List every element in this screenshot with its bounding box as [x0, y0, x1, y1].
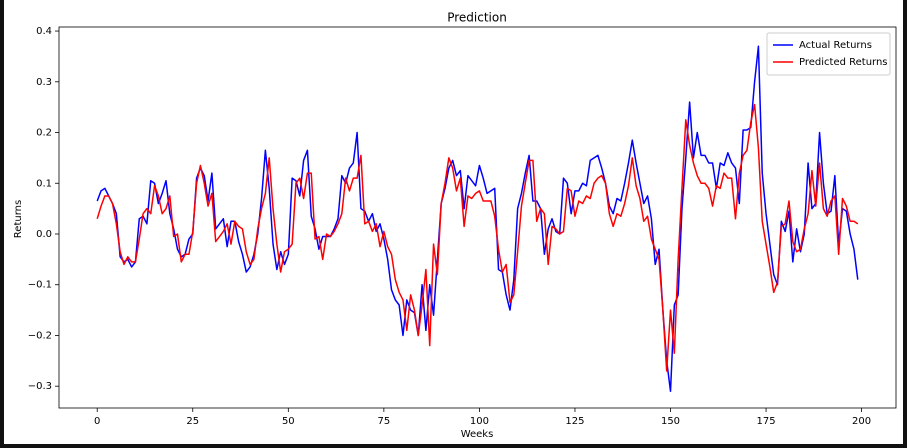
y-tick-label: 0.3: [36, 77, 52, 88]
x-tick-label: 200: [852, 416, 871, 427]
figure-background: [4, 0, 903, 444]
legend-label: Predicted Returns: [799, 57, 888, 68]
x-tick-label: 25: [186, 416, 199, 427]
x-axis-label: Weeks: [461, 429, 494, 440]
x-tick-label: 125: [565, 416, 584, 427]
legend-label: Actual Returns: [799, 40, 872, 51]
y-tick-label: 0.0: [36, 229, 52, 240]
y-tick-label: 0.4: [36, 26, 52, 37]
y-tick-label: 0.1: [36, 178, 52, 189]
x-tick-label: 175: [757, 416, 776, 427]
series-line: [96, 45, 859, 393]
y-axis-label: Returns: [13, 200, 24, 238]
y-tick-label: 0.2: [36, 128, 52, 139]
x-tick-label: 50: [282, 416, 295, 427]
y-tick-label: −0.3: [28, 381, 52, 392]
chart-title: Prediction: [447, 11, 507, 25]
plot-frame: [58, 26, 897, 409]
x-tick-label: 150: [661, 416, 680, 427]
series-line: [96, 103, 859, 372]
x-tick-label: 100: [470, 416, 489, 427]
legend-box: [766, 32, 891, 76]
legend: Actual Returns Predicted Returns: [766, 32, 891, 76]
x-tick-label: 0: [94, 416, 100, 427]
x-tick-label: 75: [377, 416, 390, 427]
y-tick-label: −0.1: [28, 280, 52, 291]
y-tick-label: −0.2: [28, 330, 52, 341]
